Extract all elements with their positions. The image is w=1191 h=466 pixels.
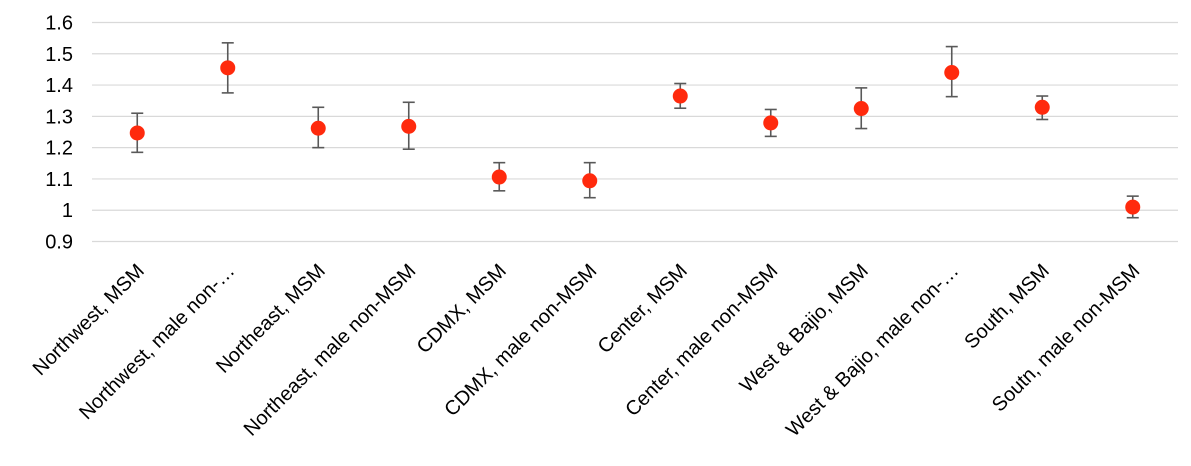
data-point [1125, 199, 1141, 215]
x-tick-label: Northwest, male non-… [75, 260, 239, 424]
data-point [672, 88, 688, 104]
y-tick-label: 0.9 [45, 232, 73, 254]
gridlines [92, 21, 1178, 243]
x-tick-label: CDMX, MSM [413, 260, 511, 358]
data-point [853, 101, 869, 117]
data-point [763, 115, 779, 131]
data-points [129, 60, 1141, 215]
y-tick-label: 1.6 [45, 13, 73, 35]
error-bars [131, 42, 1139, 219]
data-point [944, 65, 960, 81]
x-tick-label: Center, MSM [594, 260, 692, 358]
y-tick-label: 1.1 [45, 169, 73, 191]
y-tick-label: 1.2 [45, 138, 73, 160]
data-point [1034, 99, 1050, 115]
x-tick-label: Northeast, male non-MSM [240, 260, 421, 441]
y-axis-ticks: 0.9 1 1.1 1.2 1.3 1.4 1.5 1.6 [45, 13, 73, 254]
y-tick-label: 1.3 [45, 106, 73, 128]
y-tick-label: 1.5 [45, 44, 73, 66]
x-tick-label: South, MSM [960, 260, 1053, 353]
data-point [491, 169, 507, 185]
y-tick-label: 1 [62, 200, 73, 222]
data-point [582, 173, 598, 189]
data-point [310, 120, 326, 136]
x-tick-label: West & Bajio, male non-… [782, 260, 963, 441]
data-point [401, 118, 417, 134]
y-tick-label: 1.4 [45, 75, 73, 97]
x-tick-label: CDMX, male non-MSM [440, 260, 601, 421]
x-tick-label: Soutn, male non-MSM [988, 260, 1144, 416]
data-point [220, 60, 236, 76]
x-tick-label: Center, male non-MSM [621, 260, 782, 421]
data-point [129, 125, 145, 141]
